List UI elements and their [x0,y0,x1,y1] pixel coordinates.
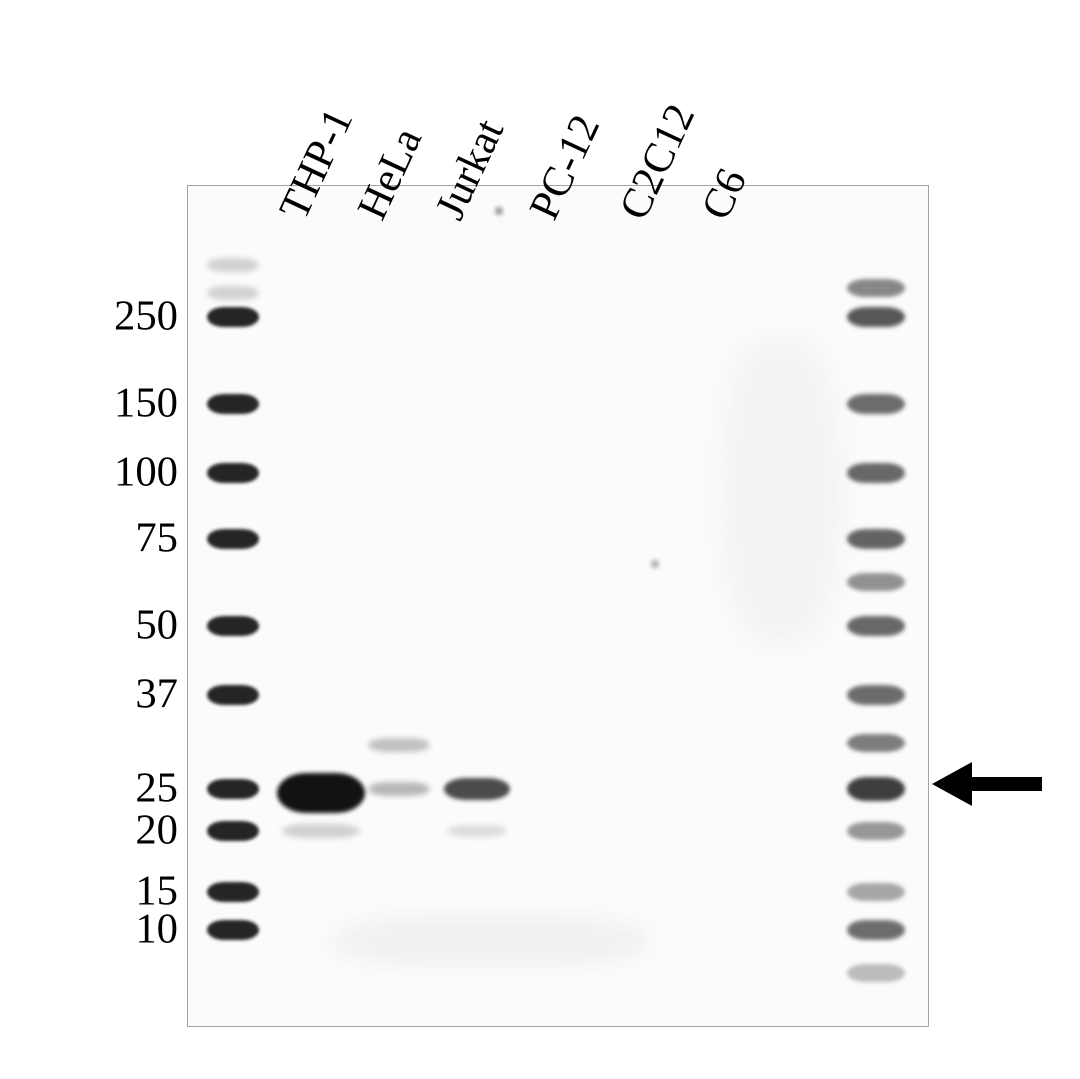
band [847,463,905,483]
mw-label: 75 [135,514,178,563]
band [207,529,259,549]
band [207,463,259,483]
mw-label: 50 [135,601,178,650]
band [444,778,510,800]
band [207,685,259,705]
blot-membrane [187,185,929,1027]
band [368,782,430,796]
band [447,825,507,837]
band [847,394,905,414]
band [207,286,259,300]
band [847,573,905,591]
mw-label: 37 [135,670,178,719]
band [207,258,259,272]
band [207,882,259,902]
band [847,685,905,705]
band [331,916,651,966]
band [207,394,259,414]
band [207,307,259,327]
mw-label: 150 [114,379,178,428]
band [207,616,259,636]
mw-label: 250 [114,292,178,341]
band [277,773,365,813]
band [847,307,905,327]
blot-figure: 25015010075503725201510 THP-1HeLaJurkatP… [0,0,1080,1079]
band [847,279,905,297]
band [847,777,905,801]
band [847,529,905,549]
band [847,964,905,982]
band [847,883,905,901]
mw-label: 20 [135,806,178,855]
mw-label: 100 [114,448,178,497]
band [495,207,503,215]
band [847,920,905,940]
band [207,779,259,799]
band [847,616,905,636]
band [207,920,259,940]
band [651,560,659,568]
band [368,738,430,752]
band [847,822,905,840]
band [847,734,905,752]
band [721,341,841,641]
band [282,824,360,838]
band [207,821,259,841]
mw-label: 10 [135,905,178,954]
